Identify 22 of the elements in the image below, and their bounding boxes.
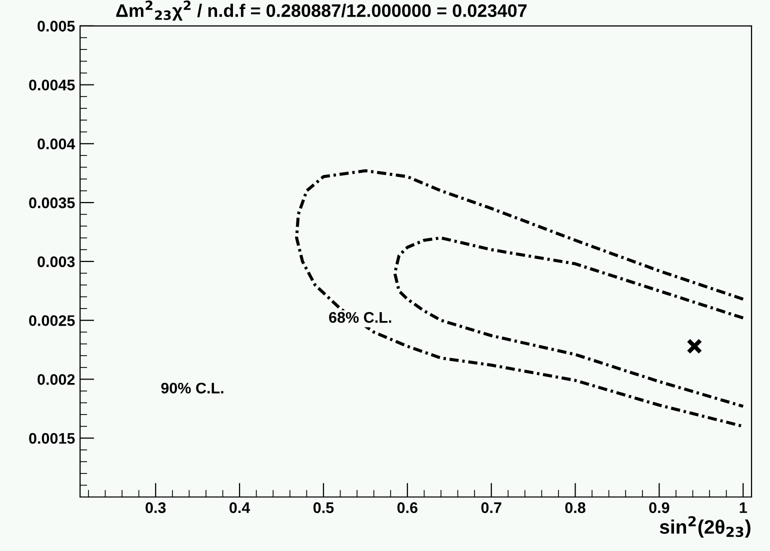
x-tick-label: 0.7 — [481, 502, 502, 514]
y-tick-label: 0.004 — [38, 138, 76, 150]
y-tick-label: 0.0015 — [29, 432, 75, 444]
line-series — [295, 169, 745, 428]
x-tick-label: 0.8 — [565, 502, 586, 514]
y-tick-label: 0.002 — [38, 374, 75, 385]
x-tick-label: 0.4 — [230, 502, 250, 514]
x-axis-title: sin$^{2}$(2θ$_{23}$) — [660, 516, 750, 538]
annotation: 68% C.L. — [329, 312, 392, 323]
x-tick-label: 0.5 — [313, 502, 334, 514]
x-tick-label: 0.3 — [146, 502, 166, 514]
y-tick-label: 0.0035 — [29, 197, 75, 208]
x-tick-label: 0.9 — [649, 502, 670, 514]
x-tick-label: 0.6 — [397, 502, 418, 514]
y-tick-label: 0.0025 — [29, 315, 75, 326]
y-tick-label: 0.003 — [38, 256, 75, 268]
y-tick-label: 0.0045 — [29, 80, 75, 90]
line-series — [393, 236, 745, 408]
chart-title: Δm$^{2}$$_{23}$χ$^{2}$ / n.d.f = 0.280887/12.000000 = 0.023407 — [116, 0, 527, 21]
annotation: 90% C.L. — [161, 382, 224, 394]
y-tick-label: 0.005 — [38, 20, 75, 32]
x-tick-label: 1 — [740, 502, 747, 513]
